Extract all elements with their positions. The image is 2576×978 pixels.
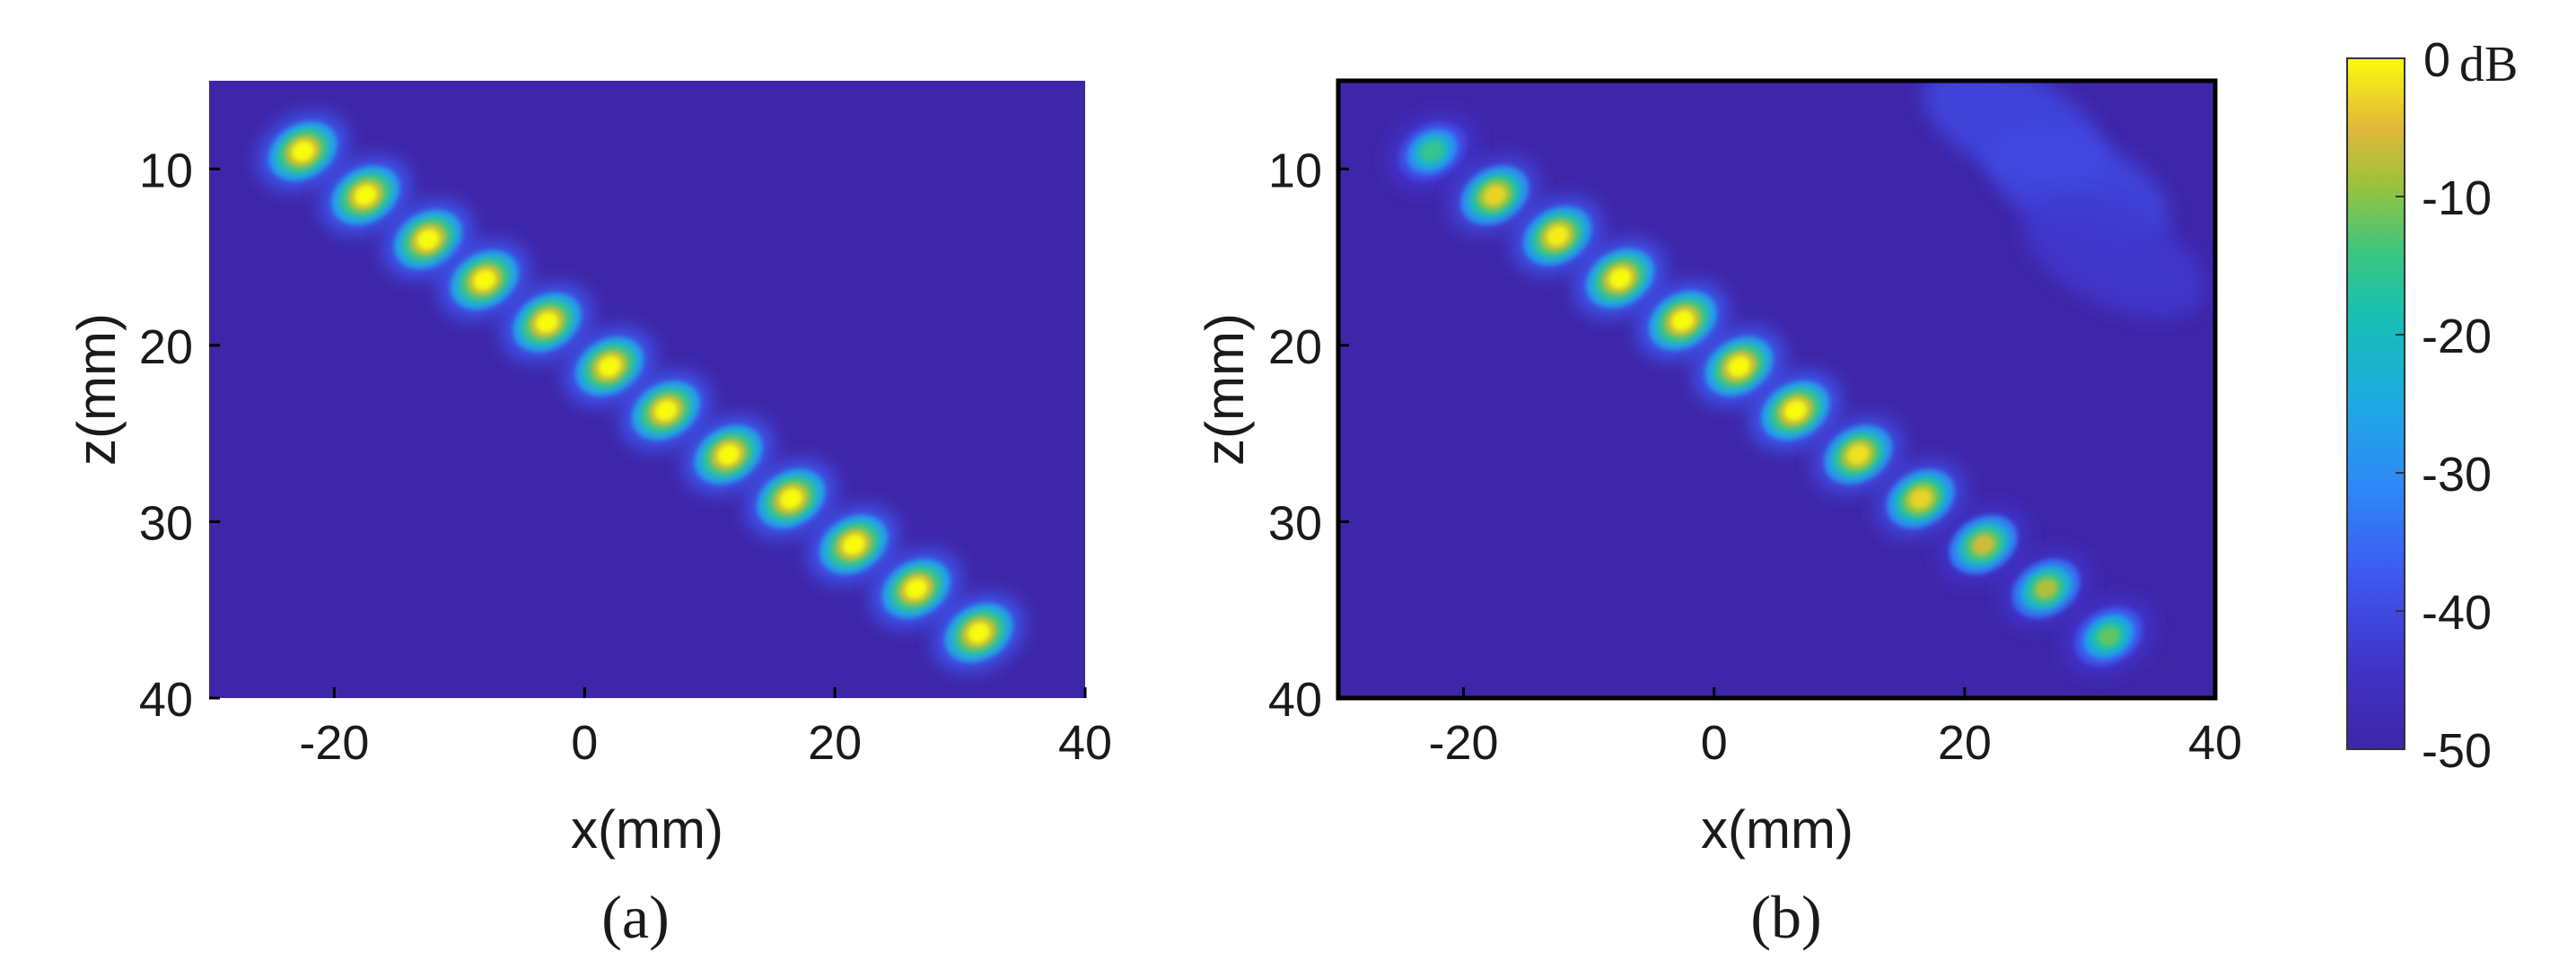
focal-spot-b-4 — [1636, 281, 1729, 361]
focal-spot-b-9 — [1937, 505, 2029, 584]
focal-spot-layer — [1728, 355, 1751, 377]
y-ticks-a: 10 20 30 40 — [139, 144, 220, 727]
colorbar-tick-label: -30 — [2422, 448, 2492, 502]
focal-spot-b-7 — [1812, 415, 1905, 494]
focal-spot-a-1 — [320, 155, 412, 235]
y-tick-label: 10 — [139, 144, 193, 197]
focal-spot-layer — [905, 578, 928, 599]
focal-spot-a-6 — [620, 371, 712, 450]
y-tick-label: 20 — [1268, 320, 1322, 374]
colorbar-tick-label: -10 — [2422, 171, 2492, 225]
focal-spot-layer — [842, 534, 865, 555]
y-tick-label: 40 — [139, 673, 193, 727]
x-ticks-b: -20 0 20 40 — [1429, 687, 2242, 770]
colorbar-tick-label: -40 — [2422, 586, 2492, 640]
y-axis-label-b: z(mm) — [1195, 313, 1255, 466]
x-tick-label: -20 — [299, 716, 369, 770]
focal-spot-layer — [535, 311, 558, 333]
focal-spot-layer — [1671, 310, 1695, 331]
panel-a: 10 20 30 40 -20 0 20 40 x(mm) z(mm) (a) — [66, 81, 1112, 951]
colorbar: 0 -10 -20 -30 -40 -50 dB — [2346, 33, 2518, 778]
focal-spot-layer — [967, 622, 991, 643]
focal-spot-layer — [654, 400, 678, 422]
y-tick-label: 40 — [1268, 673, 1322, 727]
y-tick-label: 30 — [139, 496, 193, 550]
focal-spot-a-0 — [257, 111, 349, 191]
panel-b: 10 20 30 40 -20 0 20 40 x(mm) z(mm) (b) — [1195, 78, 2242, 951]
focal-spot-layer — [1972, 534, 1995, 555]
focal-spot-layer — [2035, 578, 2058, 599]
focal-spot-layer — [2097, 625, 2120, 647]
focal-spot-a-8 — [745, 458, 837, 538]
focal-spot-b-10 — [2000, 549, 2092, 629]
y-tick-label: 10 — [1268, 144, 1322, 197]
colorbar-tick-label: -20 — [2422, 310, 2492, 363]
focal-spot-a-3 — [438, 240, 530, 320]
heatmap-marks-b — [1386, 81, 2207, 677]
focal-spot-layer — [717, 444, 740, 466]
colorbar-tick-label: -50 — [2422, 724, 2492, 778]
focal-spot-a-11 — [933, 593, 1025, 673]
heatmap-marks-a — [257, 111, 1025, 673]
focal-spot-b-6 — [1749, 371, 1842, 450]
focal-spot-b-11 — [2063, 597, 2155, 677]
focal-spot-layer — [354, 185, 377, 206]
focal-spot-layer — [1608, 267, 1632, 289]
x-tick-label: 40 — [2188, 716, 2242, 770]
x-tick-label: 0 — [1701, 716, 1728, 770]
y-axis-label-a: z(mm) — [66, 313, 127, 466]
focal-spot-layer — [416, 229, 440, 250]
focal-spot-layer — [1909, 488, 1932, 510]
focal-spot-b-0 — [1386, 111, 1478, 191]
colorbar-ticks: 0 -10 -20 -30 -40 -50 — [2396, 33, 2492, 778]
focal-spot-a-10 — [870, 549, 962, 629]
focal-spot-b-5 — [1693, 327, 1785, 406]
caption-a: (a) — [601, 883, 669, 951]
x-tick-label: 0 — [571, 716, 598, 770]
x-ticks-a: -20 0 20 40 — [299, 687, 1112, 770]
focal-spot-layer — [779, 488, 802, 510]
focal-spot-layer — [598, 355, 621, 377]
focal-spot-layer — [292, 141, 315, 162]
y-ticks-b: 10 20 30 40 — [1268, 144, 1349, 727]
focal-spot-layer — [1546, 225, 1569, 247]
plot-frame-b — [1336, 78, 2218, 701]
x-axis-label-b: x(mm) — [1701, 799, 1853, 860]
x-tick-label: 40 — [1058, 716, 1112, 770]
colorbar-tick-label: 0 — [2423, 33, 2450, 87]
focal-spot-layer — [1421, 141, 1444, 162]
x-tick-label: -20 — [1429, 716, 1499, 770]
focal-spot-a-5 — [564, 327, 656, 406]
focal-spot-layer — [1783, 400, 1807, 422]
x-tick-label: 20 — [1938, 716, 1992, 770]
colorbar-unit-label: dB — [2459, 37, 2518, 92]
focal-spot-b-1 — [1449, 155, 1541, 235]
focal-spot-a-9 — [808, 505, 899, 584]
colorbar-gradient — [2346, 57, 2405, 750]
focal-spot-b-3 — [1574, 239, 1666, 319]
focal-spot-layer — [1846, 444, 1870, 466]
y-tick-label: 20 — [139, 320, 193, 374]
focal-spot-b-8 — [1875, 458, 1967, 538]
focal-spot-b-2 — [1511, 196, 1604, 275]
focal-spot-layer — [473, 269, 496, 291]
focal-spot-a-2 — [382, 199, 474, 279]
x-tick-label: 20 — [808, 716, 862, 770]
caption-b: (b) — [1750, 883, 1821, 951]
focal-spot-layer — [1483, 185, 1506, 206]
artifact-b-2 — [2022, 196, 2207, 319]
focal-spot-a-4 — [501, 283, 593, 362]
y-tick-label: 30 — [1268, 496, 1322, 550]
x-axis-label-a: x(mm) — [571, 799, 723, 860]
focal-spot-a-7 — [682, 415, 775, 494]
